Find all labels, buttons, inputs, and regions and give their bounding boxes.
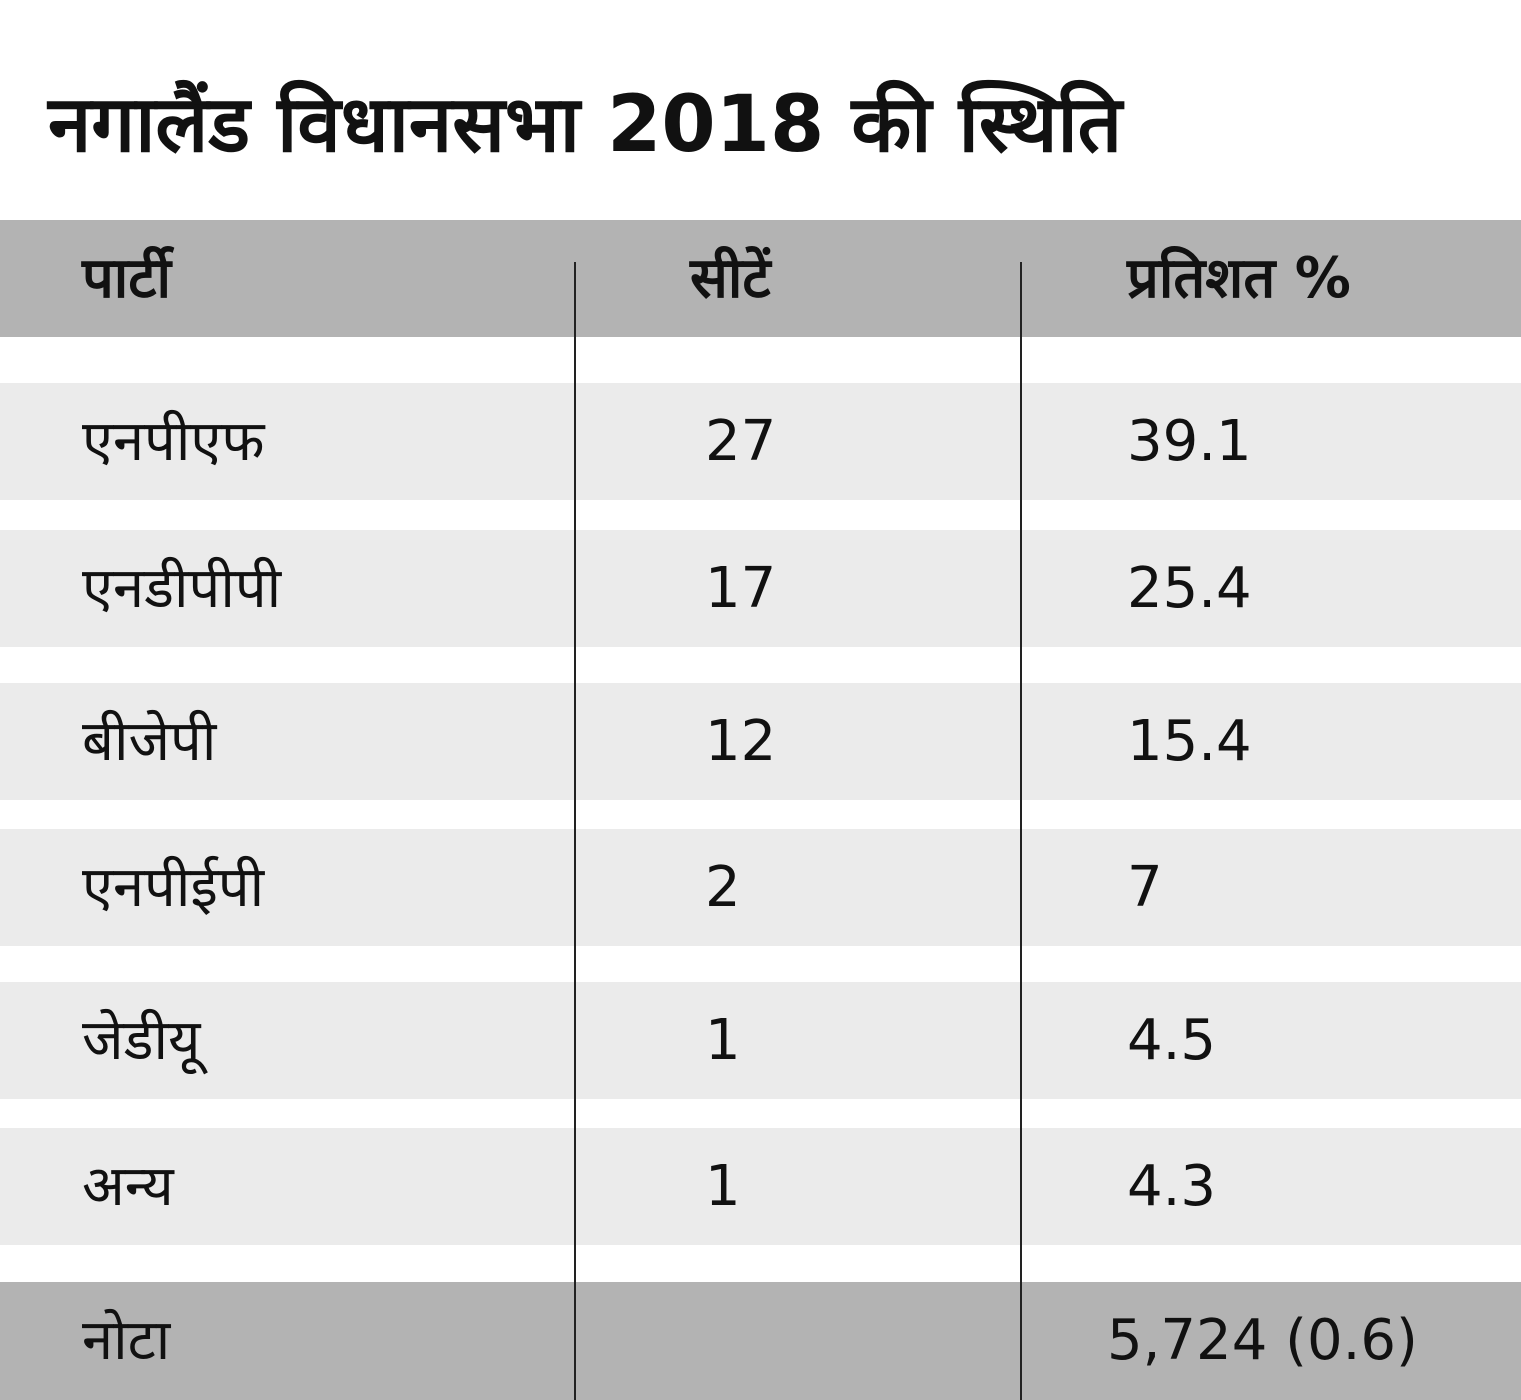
- table-row: एनपीईपी 2 7: [0, 829, 1521, 946]
- header-percent: प्रतिशत %: [1127, 246, 1351, 311]
- percent-cell: 4.3: [1127, 1154, 1217, 1219]
- percent-cell: 7: [1127, 855, 1163, 920]
- table-row: बीजेपी 12 15.4: [0, 683, 1521, 800]
- percent-cell: 39.1: [1127, 409, 1252, 474]
- percent-cell: 15.4: [1127, 709, 1252, 774]
- seats-cell: 2: [705, 855, 741, 920]
- party-cell: एनपीएफ: [82, 409, 265, 474]
- table-row: एनडीपीपी 17 25.4: [0, 530, 1521, 647]
- header-seats: सीटें: [690, 246, 771, 311]
- party-cell: नोटा: [82, 1308, 171, 1373]
- seats-cell: 1: [705, 1154, 741, 1219]
- seats-cell: 17: [705, 556, 777, 621]
- party-cell: बीजेपी: [82, 709, 217, 774]
- seats-cell: 12: [705, 709, 777, 774]
- party-cell: अन्य: [82, 1154, 174, 1219]
- percent-cell: 4.5: [1127, 1008, 1217, 1073]
- party-cell: एनपीईपी: [82, 855, 265, 920]
- table-row: एनपीएफ 27 39.1: [0, 383, 1521, 500]
- page-title: नगालैंड विधानसभा 2018 की स्थिति: [48, 80, 1123, 170]
- percent-cell: 5,724 (0.6): [1107, 1308, 1418, 1373]
- column-divider: [574, 262, 576, 1400]
- table-row: अन्य 1 4.3: [0, 1128, 1521, 1245]
- party-cell: एनडीपीपी: [82, 556, 282, 621]
- table-footer-row: नोटा 5,724 (0.6): [0, 1282, 1521, 1400]
- header-party: पार्टी: [82, 246, 172, 311]
- seats-cell: 27: [705, 409, 777, 474]
- table-header: पार्टी सीटें प्रतिशत %: [0, 220, 1521, 337]
- party-cell: जेडीयू: [82, 1008, 201, 1073]
- percent-cell: 25.4: [1127, 556, 1252, 621]
- column-divider: [1020, 262, 1022, 1400]
- table-row: जेडीयू 1 4.5: [0, 982, 1521, 1099]
- seats-cell: 1: [705, 1008, 741, 1073]
